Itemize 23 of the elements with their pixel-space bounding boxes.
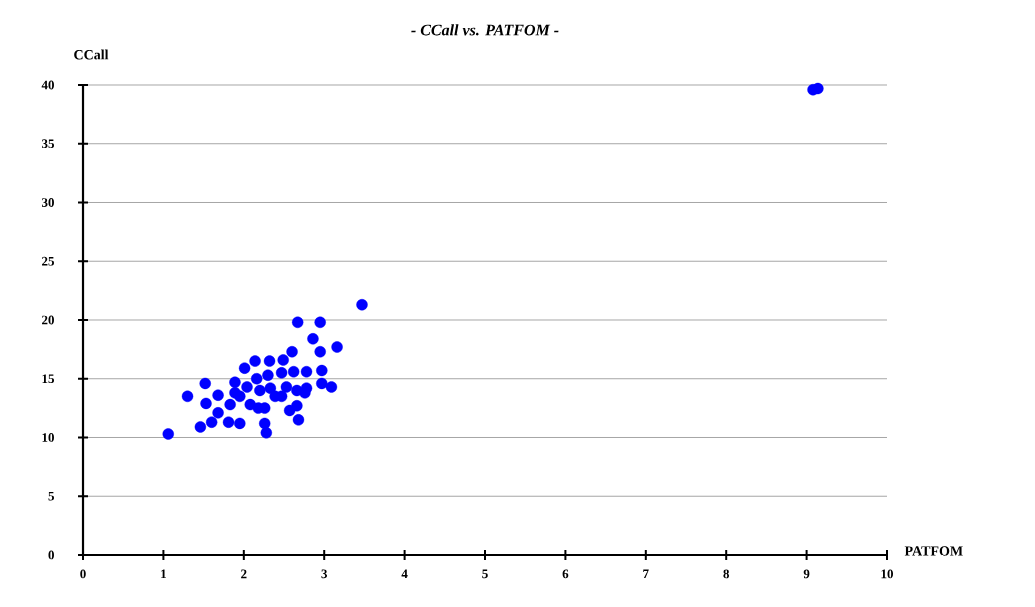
x-tick-label: 9 bbox=[803, 569, 810, 579]
y-tick-label: 10 bbox=[42, 433, 54, 442]
x-tick-label: 0 bbox=[80, 569, 86, 579]
x-tick-label: 4 bbox=[401, 569, 408, 579]
x-tick-label: 10 bbox=[881, 569, 894, 579]
x-axis-title: PATFOM bbox=[904, 546, 963, 556]
x-tick-label: 8 bbox=[723, 569, 730, 579]
x-tick-label: 6 bbox=[562, 569, 569, 579]
y-tick-label: 0 bbox=[48, 550, 54, 560]
y-tick-label: 30 bbox=[41, 198, 54, 207]
y-tick-label: 5 bbox=[48, 491, 54, 501]
y-tick-label: 35 bbox=[41, 139, 54, 149]
x-tick-label: 1 bbox=[161, 569, 166, 579]
x-tick-label: 5 bbox=[482, 569, 488, 579]
y-tick-label: 15 bbox=[42, 374, 54, 384]
y-tick-label: 40 bbox=[41, 80, 54, 90]
y-tick-label: 20 bbox=[42, 315, 54, 325]
x-tick-label: 3 bbox=[321, 569, 328, 579]
y-axis-title: CCall bbox=[74, 49, 109, 60]
chart-title: - CCall vs. PATFOM - bbox=[411, 24, 559, 36]
x-tick-label: 2 bbox=[241, 569, 247, 579]
y-tick-label: 25 bbox=[42, 256, 54, 266]
x-tick-label: 7 bbox=[643, 569, 649, 579]
